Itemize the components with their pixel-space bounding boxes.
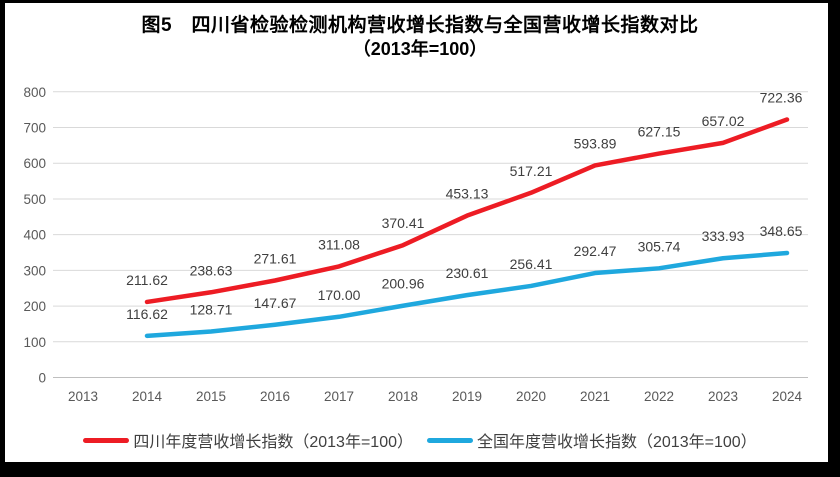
- y-tick-label: 300: [23, 263, 46, 278]
- data-label: 627.15: [638, 124, 681, 140]
- frame-border-right: [828, 0, 840, 477]
- y-tick-label: 700: [23, 121, 46, 136]
- frame-border-bottom: [0, 462, 840, 477]
- chart-title: 图5 四川省检验检测机构营收增长指数与全国营收增长指数对比 （2013年=100…: [0, 13, 840, 61]
- x-tick-label: 2021: [580, 389, 610, 404]
- x-tick-label: 2014: [132, 389, 163, 404]
- data-label: 657.02: [702, 113, 745, 129]
- x-tick-label: 2018: [388, 389, 418, 404]
- frame-border-left: [0, 0, 5, 477]
- x-tick-label: 2020: [516, 389, 546, 404]
- data-label: 370.41: [382, 215, 425, 231]
- national-series-line: [144, 250, 790, 339]
- data-label: 128.71: [190, 302, 233, 318]
- legend-item-national: 全国年度营收增长指数（2013年=100）: [427, 428, 757, 452]
- x-tick-label: 2013: [68, 389, 98, 404]
- y-tick-label: 100: [23, 335, 46, 350]
- chart-title-line2: （2013年=100）: [352, 39, 488, 59]
- chart-legend: 四川年度营收增长指数（2013年=100） 全国年度营收增长指数（2013年=1…: [0, 428, 840, 452]
- data-label: 517.21: [510, 163, 553, 179]
- frame-border-top: [0, 0, 840, 3]
- x-tick-label: 2022: [644, 389, 674, 404]
- y-tick-label: 200: [23, 299, 46, 314]
- data-label: 305.74: [638, 238, 681, 254]
- y-tick-label: 800: [23, 85, 46, 100]
- data-label: 311.08: [318, 236, 360, 252]
- data-label: 200.96: [382, 276, 425, 292]
- x-tick-label: 2019: [452, 389, 482, 404]
- data-label: 230.61: [446, 265, 489, 281]
- data-label: 147.67: [254, 295, 297, 311]
- national-line-sample-icon: [427, 437, 473, 443]
- data-label: 116.62: [126, 306, 168, 322]
- data-label: 722.36: [760, 90, 803, 106]
- x-tick-label: 2015: [196, 389, 226, 404]
- x-tick-label: 2023: [708, 389, 738, 404]
- y-tick-label: 0: [38, 371, 46, 386]
- chart-title-line1: 图5 四川省检验检测机构营收增长指数与全国营收增长指数对比: [141, 15, 699, 36]
- legend-label-national: 全国年度营收增长指数（2013年=100）: [477, 434, 757, 451]
- y-tick-label: 500: [23, 192, 46, 207]
- data-label: 348.65: [760, 223, 803, 239]
- legend-label-sichuan: 四川年度营收增长指数（2013年=100）: [133, 434, 413, 451]
- data-label: 256.41: [510, 256, 553, 272]
- sichuan-line-sample-icon: [83, 437, 130, 443]
- x-tick-label: 2017: [324, 389, 354, 404]
- legend-item-sichuan: 四川年度营收增长指数（2013年=100）: [83, 428, 413, 452]
- data-label: 453.13: [446, 186, 489, 202]
- sichuan-series-line: [144, 117, 790, 305]
- data-label: 238.63: [190, 262, 233, 278]
- data-label: 170.00: [318, 287, 361, 303]
- data-label: 593.89: [574, 135, 617, 151]
- y-tick-label: 600: [23, 156, 46, 171]
- x-tick-label: 2016: [260, 389, 290, 404]
- y-tick-label: 400: [23, 228, 46, 243]
- data-label: 271.61: [254, 251, 297, 267]
- data-label: 333.93: [702, 228, 745, 244]
- x-tick-label: 2024: [772, 389, 803, 404]
- data-label: 292.47: [574, 243, 617, 259]
- data-label: 211.62: [126, 272, 168, 288]
